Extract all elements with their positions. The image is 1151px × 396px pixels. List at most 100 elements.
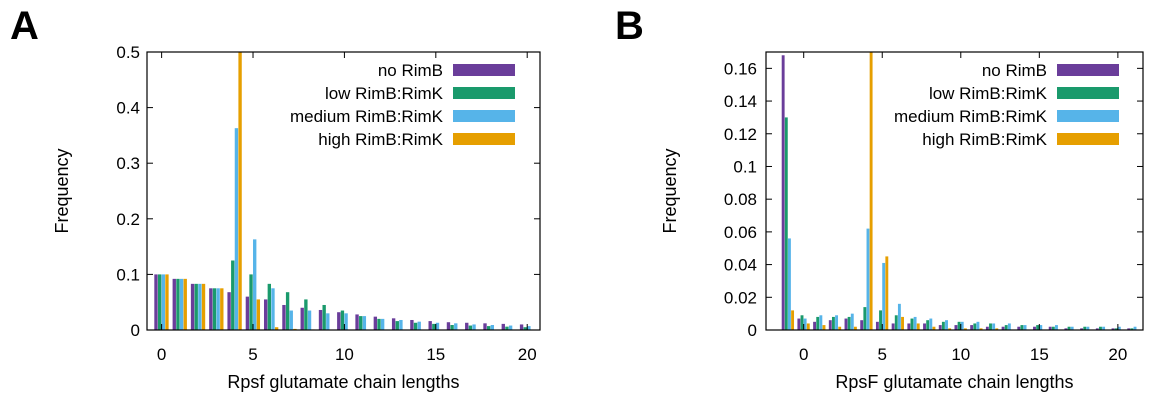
bar-medium-rimb-rimk-17	[472, 324, 476, 330]
bar-low-rimb-rimk-11	[973, 323, 977, 330]
legend-swatch	[453, 64, 515, 76]
bar-low-rimb-rimk-13	[395, 321, 399, 330]
bar-high-rimb-rimk-5	[256, 299, 261, 330]
bar-medium-rimb-rimk-19	[1102, 326, 1106, 330]
bar-low-rimb-rimk-14	[413, 322, 418, 330]
bar-low-rimb-rimk-9	[322, 304, 326, 330]
bar-medium-rimb-rimk-19	[508, 325, 513, 330]
bar-low-rimb-rimk-1	[816, 316, 820, 330]
bar-high-rimb-rimk-4	[238, 52, 242, 330]
bar-low-rimb-rimk-0	[157, 274, 162, 330]
bar-no-rimb-6	[891, 323, 895, 330]
legend-label: high RimB:RimK	[922, 130, 1047, 149]
x-tick-label: 10	[951, 345, 970, 364]
bar-medium-rimb-rimk-8	[307, 310, 312, 330]
bar-low-rimb-rimk-2	[194, 283, 198, 330]
bar-medium-rimb-rimk-12	[992, 323, 996, 330]
bar-no-rimb-12	[985, 326, 989, 330]
y-tick-label: 0.1	[733, 157, 757, 176]
bar-medium-rimb-rimk-10	[960, 321, 964, 330]
bar-high-rimb-rimk-7	[916, 323, 920, 330]
legend-label: medium RimB:RimK	[290, 107, 444, 126]
bar-no-rimb-14	[1017, 326, 1021, 330]
bar-low-rimb-rimk-20	[1114, 328, 1118, 330]
bar-low-rimb-rimk-12	[989, 323, 992, 330]
bar-low-rimb-rimk-1	[176, 278, 180, 330]
bar-medium-rimb-rimk-13	[1007, 323, 1011, 330]
y-tick-label: 0.4	[116, 99, 140, 118]
bar-low-rimb-rimk-18	[486, 326, 491, 330]
bar-no-rimb-4	[860, 320, 864, 330]
y-tick-label: 0.5	[116, 43, 140, 62]
bar-low-rimb-rimk-9	[941, 321, 945, 330]
bar-no-rimb-20	[519, 324, 524, 330]
bar-medium-rimb-rimk-5	[882, 262, 886, 330]
bar-no-rimb-0	[797, 318, 801, 330]
bar-low-rimb-rimk-16	[450, 325, 454, 330]
bar-no-rimb-4	[227, 292, 231, 330]
x-tick-label: 20	[1108, 345, 1127, 364]
bar-medium-rimb-rimk-20	[1117, 326, 1121, 330]
x-tick-label: 10	[335, 345, 354, 364]
bar-high-rimb-rimk-11	[979, 328, 983, 330]
x-tick-label: 5	[248, 345, 257, 364]
bar-medium-rimb-rimk-16	[1055, 325, 1058, 330]
bar-medium-rimb-rimk-7	[913, 316, 917, 330]
bar-no-rimb-11	[970, 325, 974, 330]
bar-low-rimb-rimk-19	[505, 326, 509, 330]
bar-medium-rimb-rimk-18	[1086, 326, 1090, 330]
legend-label: high RimB:RimK	[318, 130, 443, 149]
bar-low-rimb-rimk-17	[1067, 326, 1071, 330]
x-axis-title: Rpsf glutamate chain lengths	[227, 372, 459, 392]
panel-letter-b: B	[615, 4, 644, 48]
bar-high-rimb-rimk-0	[806, 323, 810, 330]
bar-no-rimb-12	[373, 316, 378, 330]
y-tick-label: 0.16	[724, 59, 757, 78]
bar-medium-rimb-rimk-12	[380, 318, 385, 330]
legend-label: no RimB	[378, 61, 443, 80]
bar-no-rimb-10	[337, 312, 341, 330]
bar-no-rimb-13	[391, 318, 396, 330]
bar-high-rimb-rimk-4	[869, 52, 873, 330]
bar-low-rimb-rimk-10	[340, 310, 345, 330]
bar-low-rimb-rimk-0	[800, 315, 804, 330]
bar-no-rimb-6	[263, 299, 268, 330]
bar-low-rimb-rimk-11	[359, 316, 363, 330]
bar-medium-rimb-rimk-7	[289, 310, 293, 330]
panel-letter-a: A	[10, 4, 39, 48]
legend-label: no RimB	[982, 61, 1047, 80]
x-tick-label: 0	[799, 345, 808, 364]
bar-medium-rimb-rimk-1	[819, 315, 823, 330]
bar-medium-rimb-rimk-0	[803, 318, 807, 330]
y-tick-label: 0.1	[116, 265, 140, 284]
y-tick-label: 0.2	[116, 210, 140, 229]
bar-high-rimb-rimk-9	[948, 328, 952, 330]
bar-low-rimb-rimk-6	[267, 283, 271, 330]
bar-medium-rimb-rimk-11	[976, 321, 980, 330]
bar-medium-rimb-rimk-4	[866, 228, 870, 330]
bar-low-rimb-rimk-8	[304, 299, 308, 330]
bar-no-rimb-0	[154, 274, 158, 330]
legend-swatch	[453, 87, 515, 99]
bar-no-rimb-2	[190, 283, 195, 330]
bar-high-rimb-rimk-8	[932, 326, 936, 330]
x-axis-title: RpsF glutamate chain lengths	[835, 372, 1073, 392]
bar-low-rimb-rimk-5	[879, 310, 882, 330]
legend-swatch	[1057, 64, 1119, 76]
bar-medium-rimb-rimk-15	[1039, 325, 1043, 330]
bar-no-rimb-19	[501, 323, 505, 330]
y-tick-label: 0	[748, 321, 757, 340]
chart-panel-b: 0 0.02 0.04 0.06 0.08 0.1 0.12 0.14 0.16 0 5 10 15 20…	[660, 51, 1144, 392]
bar-no-rimb-9	[938, 325, 942, 330]
bar-medium-rimb-rimk-21	[1133, 326, 1137, 330]
chart-panel-a: 0 0.1 0.2 0.3 0.4 0.5 0 5 10 15 20 Rpsf glutamate c…	[52, 43, 541, 392]
bar-no-rimb--1	[781, 55, 785, 331]
bar-no-rimb-10	[954, 325, 958, 330]
bar-no-rimb-11	[355, 314, 359, 330]
bar-medium-rimb-rimk-13	[399, 319, 403, 330]
bar-no-rimb-1	[172, 278, 176, 330]
y-axis-title: Frequency	[660, 148, 680, 233]
bar-no-rimb-7	[907, 323, 911, 330]
bar-low-rimb-rimk-4	[231, 260, 235, 330]
bar-no-rimb-7	[282, 304, 286, 330]
